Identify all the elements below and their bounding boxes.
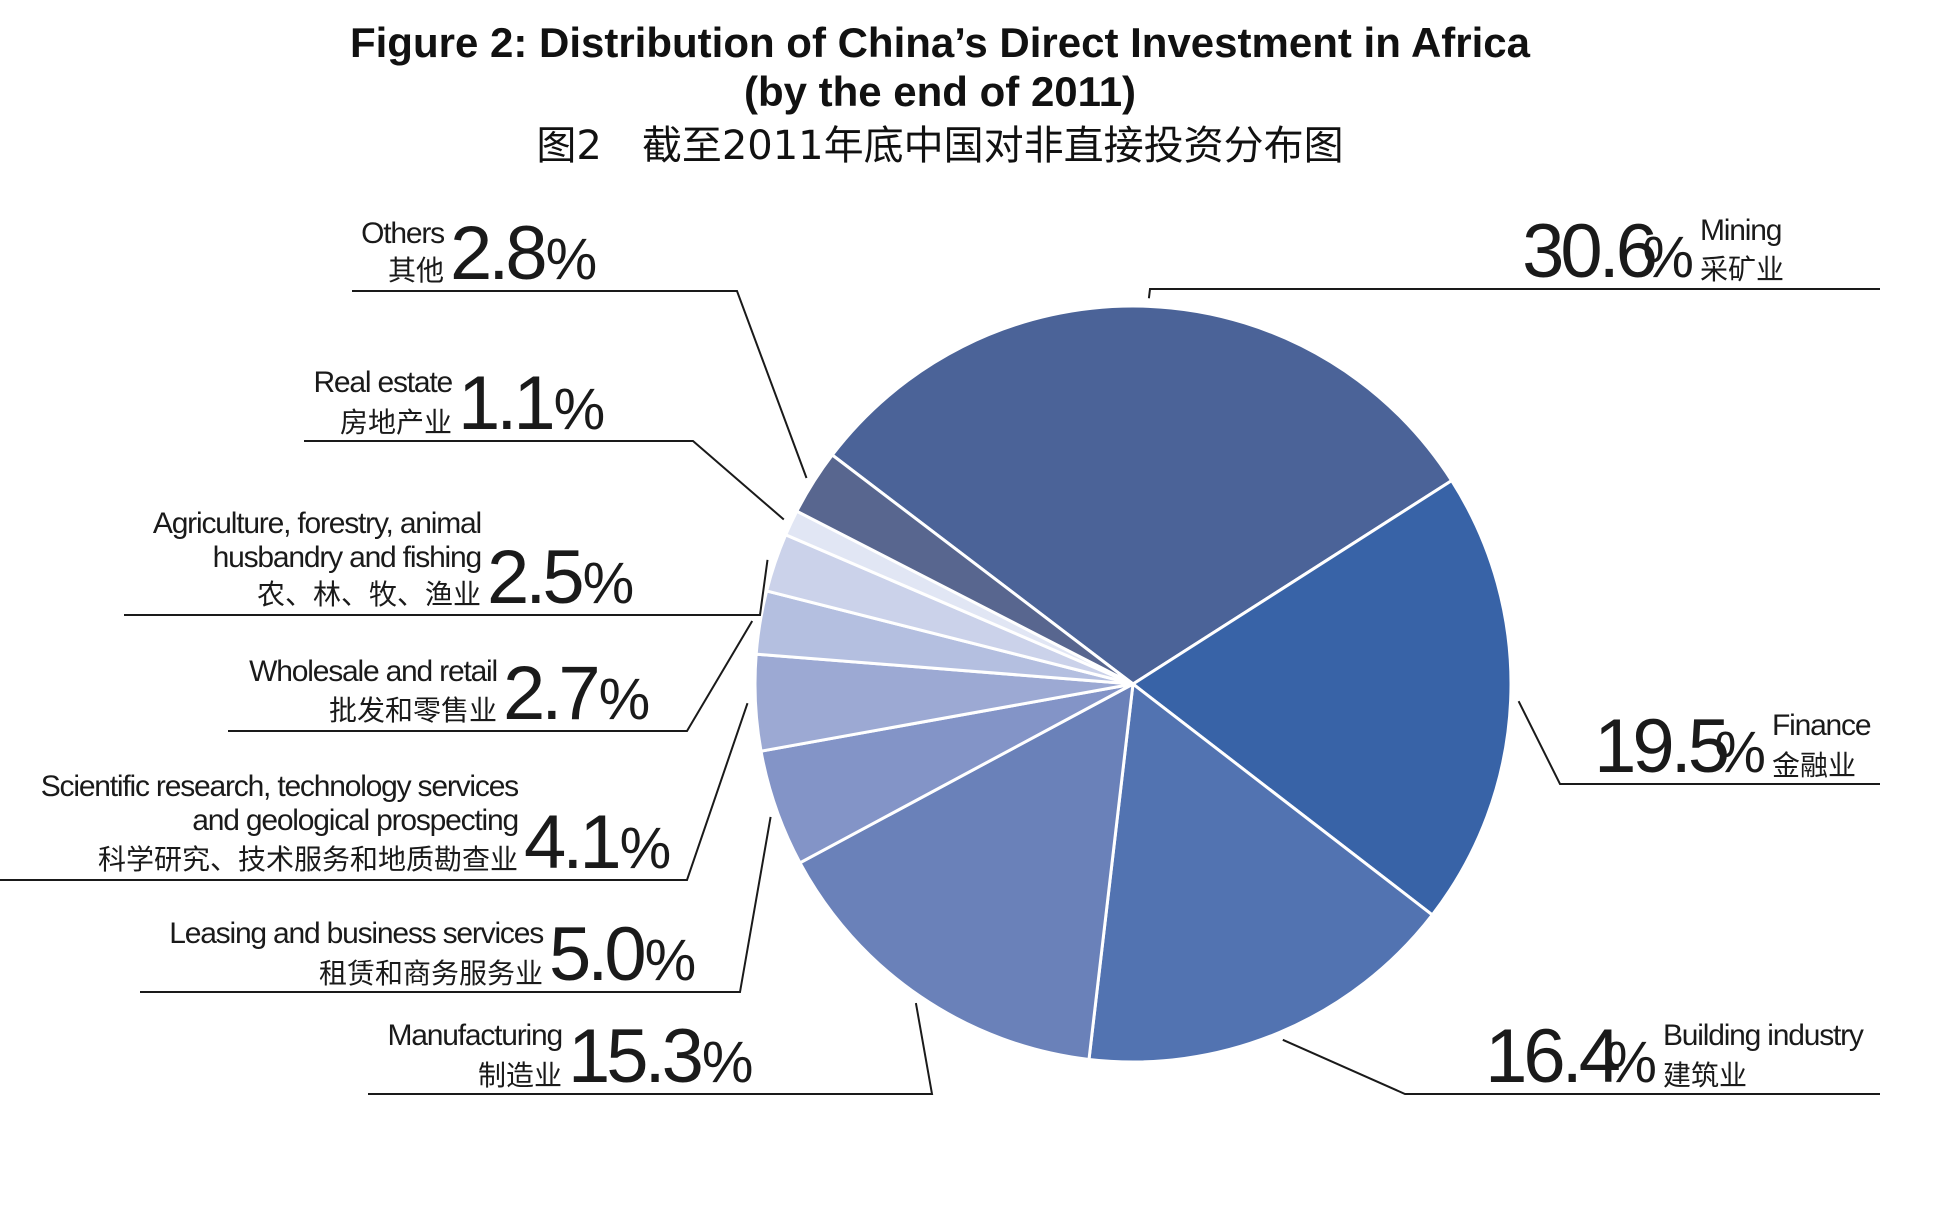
percent-sign: %: [620, 816, 672, 881]
slice-name-en: Manufacturing: [387, 1019, 562, 1052]
pie-slice-manufacturing: [797, 681, 1135, 1062]
slice-value: 30.6: [1522, 209, 1655, 294]
percent-sign: %: [702, 1030, 754, 1095]
slice-name-zh: 建筑业: [1663, 1059, 1747, 1092]
slice-value: 2.5: [487, 535, 582, 620]
leader-line: [368, 1002, 934, 1095]
slice-value: 16.4: [1485, 1014, 1620, 1099]
slice-value: 1.1: [458, 361, 552, 446]
slice-label-others: 2.8 % Others 其他: [352, 211, 808, 479]
leader-line: [304, 440, 785, 521]
percent-sign: %: [1714, 720, 1766, 785]
slice-name-en: Leasing and business services: [169, 917, 543, 950]
percent-sign: %: [554, 377, 606, 442]
slice-value: 2.7: [503, 651, 597, 736]
slice-name-en: Building industry: [1663, 1019, 1864, 1052]
leader-line: [0, 702, 749, 881]
slice-value: 15.3: [568, 1014, 701, 1099]
percent-sign: %: [599, 667, 651, 732]
slice-label-leasing: 5.0 % Leasing and business services 租赁和商务服务…: [140, 816, 772, 997]
slice-value: 2.8: [450, 211, 544, 296]
slice-name-en: Others: [361, 217, 444, 250]
leader-line: [124, 559, 769, 616]
slice-name-zh: 采矿业: [1700, 253, 1784, 286]
slice-label-building: %16.4 Building industry 建筑业: [1282, 1014, 1880, 1099]
chart-subtitle: (by the end of 2011): [744, 68, 1136, 115]
pie-slice-mining: [830, 304, 1454, 686]
leader-line: [140, 816, 772, 993]
slice-label-scientific: 4.1 % Scientific research, technology serv…: [0, 702, 749, 885]
slice-name-en: Mining: [1700, 214, 1781, 247]
percent-sign: %: [645, 928, 697, 993]
percent-sign: %: [1605, 1030, 1657, 1095]
slice-label-wholesale: 2.7 % Wholesale and retail 批发和零售业: [228, 620, 754, 736]
slice-name-en: and geological prospecting: [192, 804, 518, 837]
slice-name-en: Finance: [1772, 709, 1871, 742]
percent-sign: %: [1642, 225, 1694, 290]
slice-value: 19.5: [1594, 704, 1728, 789]
leader-line: [1147, 288, 1880, 299]
slice-name-en: Real estate: [313, 366, 452, 399]
pie-slice-building: [1087, 681, 1435, 1064]
slice-name-zh: 科学研究、技术服务和地质勘查业: [98, 843, 518, 876]
chart-title: Figure 2: Distribution of China’s Direct…: [350, 19, 1531, 66]
slice-value: 5.0: [549, 912, 644, 997]
leader-line: [1282, 1038, 1880, 1095]
pie-slice-finance: [1130, 478, 1513, 917]
slice-name-zh: 租赁和商务服务业: [319, 957, 543, 990]
chart-title-chinese: 图2 截至2011年底中国对非直接投资分布图: [536, 123, 1343, 169]
percent-sign: %: [546, 227, 598, 292]
slice-value: 4.1: [524, 800, 618, 885]
slice-name-zh: 制造业: [478, 1059, 562, 1092]
slice-name-zh: 农、林、牧、渔业: [257, 578, 481, 611]
leader-line: [1517, 700, 1880, 785]
slice-label-agriculture: 2.5 % Agriculture, forestry, animalhusband…: [124, 507, 769, 620]
slice-label-finance: %19.5 Finance 金融业: [1517, 700, 1880, 789]
percent-sign: %: [583, 551, 635, 616]
slice-name-zh: 房地产业: [340, 406, 452, 439]
slice-name-en: Wholesale and retail: [249, 655, 497, 688]
slice-label-manufacturing: 15.3 % Manufacturing 制造业: [368, 1002, 934, 1099]
slice-label-real-estate: 1.1 % Real estate 房地产业: [304, 361, 785, 521]
chart-header: Figure 2: Distribution of China’s Direct…: [350, 19, 1531, 169]
pie-slices: [753, 304, 1513, 1064]
slice-name-zh: 其他: [388, 254, 444, 287]
leader-line: [352, 290, 808, 479]
slice-name-zh: 批发和零售业: [329, 694, 497, 727]
slice-name-en: Agriculture, forestry, animal: [153, 507, 481, 540]
slice-label-mining: %30.6 Mining 采矿业: [1147, 209, 1880, 299]
slice-name-en: Scientific research, technology services: [41, 770, 518, 803]
slice-name-zh: 金融业: [1772, 749, 1856, 782]
leader-line: [228, 620, 754, 732]
pie-slice-others: [794, 452, 1134, 686]
slice-name-en: husbandry and fishing: [213, 541, 481, 574]
